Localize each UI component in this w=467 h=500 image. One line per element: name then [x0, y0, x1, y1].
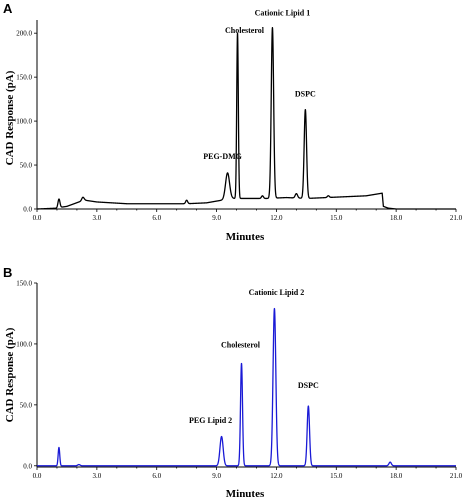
panel-a-x-tick-label: 3.0: [92, 214, 101, 222]
panel-a-y-axis-title: CAD Response (pA): [4, 70, 16, 165]
panel-a-x-tick-label: 9.0: [212, 214, 221, 222]
panel-b-x-tick-label: 12.0: [270, 472, 283, 480]
panel-a-peak-annotation: DSPC: [295, 89, 316, 98]
panel-b-plot-area: 0.0 3.0 6.0 9.0 12.0 15.0 18.0 21.0 0.0 50.0 100.0…: [16, 280, 462, 481]
panel-a-chromatogram-line: [36, 27, 457, 210]
panel-b-peak-annotation: Cholesterol: [221, 341, 261, 350]
panel-b-x-tick-label: 15.0: [330, 472, 343, 480]
panel-b-y-axis-title: CAD Response (pA): [4, 327, 16, 422]
panel-b-x-axis-title: Minutes: [226, 488, 265, 500]
panel-b-peak-annotation: PEG Lipid 2: [189, 416, 232, 425]
panel-b-y-tick-label: 0.0: [23, 462, 32, 470]
panel-a: A CAD Response (pA) Minutes 0.0 3.0 6.0 9.0…: [3, 1, 463, 243]
panel-a-peak-annotation: Cholesterol: [225, 26, 265, 35]
panel-a-letter: A: [3, 1, 13, 16]
panel-b-chromatogram-line: [36, 307, 457, 467]
panel-a-x-tick-label: 21.0: [450, 214, 463, 222]
panel-a-y-tick-label: 50.0: [20, 162, 33, 170]
panel-b-x-tick-label: 21.0: [450, 472, 463, 480]
panel-b-x-tick-label: 0.0: [33, 472, 42, 480]
panel-a-plot-area: 0.0 3.0 6.0 9.0 12.0 15.0 18.0 21.0 0.0 50.0 100.0…: [16, 9, 462, 222]
panel-a-y-tick-label: 200.0: [16, 30, 32, 38]
panel-b-y-tick-label: 150.0: [16, 280, 32, 288]
panel-b-letter: B: [3, 265, 12, 280]
panel-a-x-tick-label: 12.0: [270, 214, 283, 222]
panel-a-peak-annotation: PEG-DMG: [203, 152, 242, 161]
panel-a-y-tick-label: 150.0: [16, 74, 32, 82]
panel-b-peak-annotation: Cationic Lipid 2: [249, 288, 305, 297]
panel-b-x-tick-label: 3.0: [92, 472, 101, 480]
panel-a-x-axis-title: Minutes: [226, 231, 265, 243]
panel-a-x-tick-label: 18.0: [390, 214, 403, 222]
panel-a-x-tick-label: 15.0: [330, 214, 343, 222]
panel-b-y-tick-label: 50.0: [20, 401, 33, 409]
panel-a-y-tick-label: 100.0: [16, 118, 32, 126]
panel-b: B CAD Response (pA) Minutes 0.0 3.0 6.0 9.0…: [3, 265, 463, 500]
panel-a-peak-annotation: Cationic Lipid 1: [255, 9, 311, 18]
panel-b-peak-annotation: DSPC: [298, 381, 319, 390]
panel-a-y-tick-label: 0.0: [23, 206, 32, 214]
panel-b-x-tick-label: 6.0: [152, 472, 161, 480]
panel-b-x-tick-label: 18.0: [390, 472, 403, 480]
panel-b-x-tick-label: 9.0: [212, 472, 221, 480]
panel-a-x-tick-label: 0.0: [33, 214, 42, 222]
panel-a-x-tick-label: 6.0: [152, 214, 161, 222]
panel-b-y-tick-label: 100.0: [16, 340, 32, 348]
